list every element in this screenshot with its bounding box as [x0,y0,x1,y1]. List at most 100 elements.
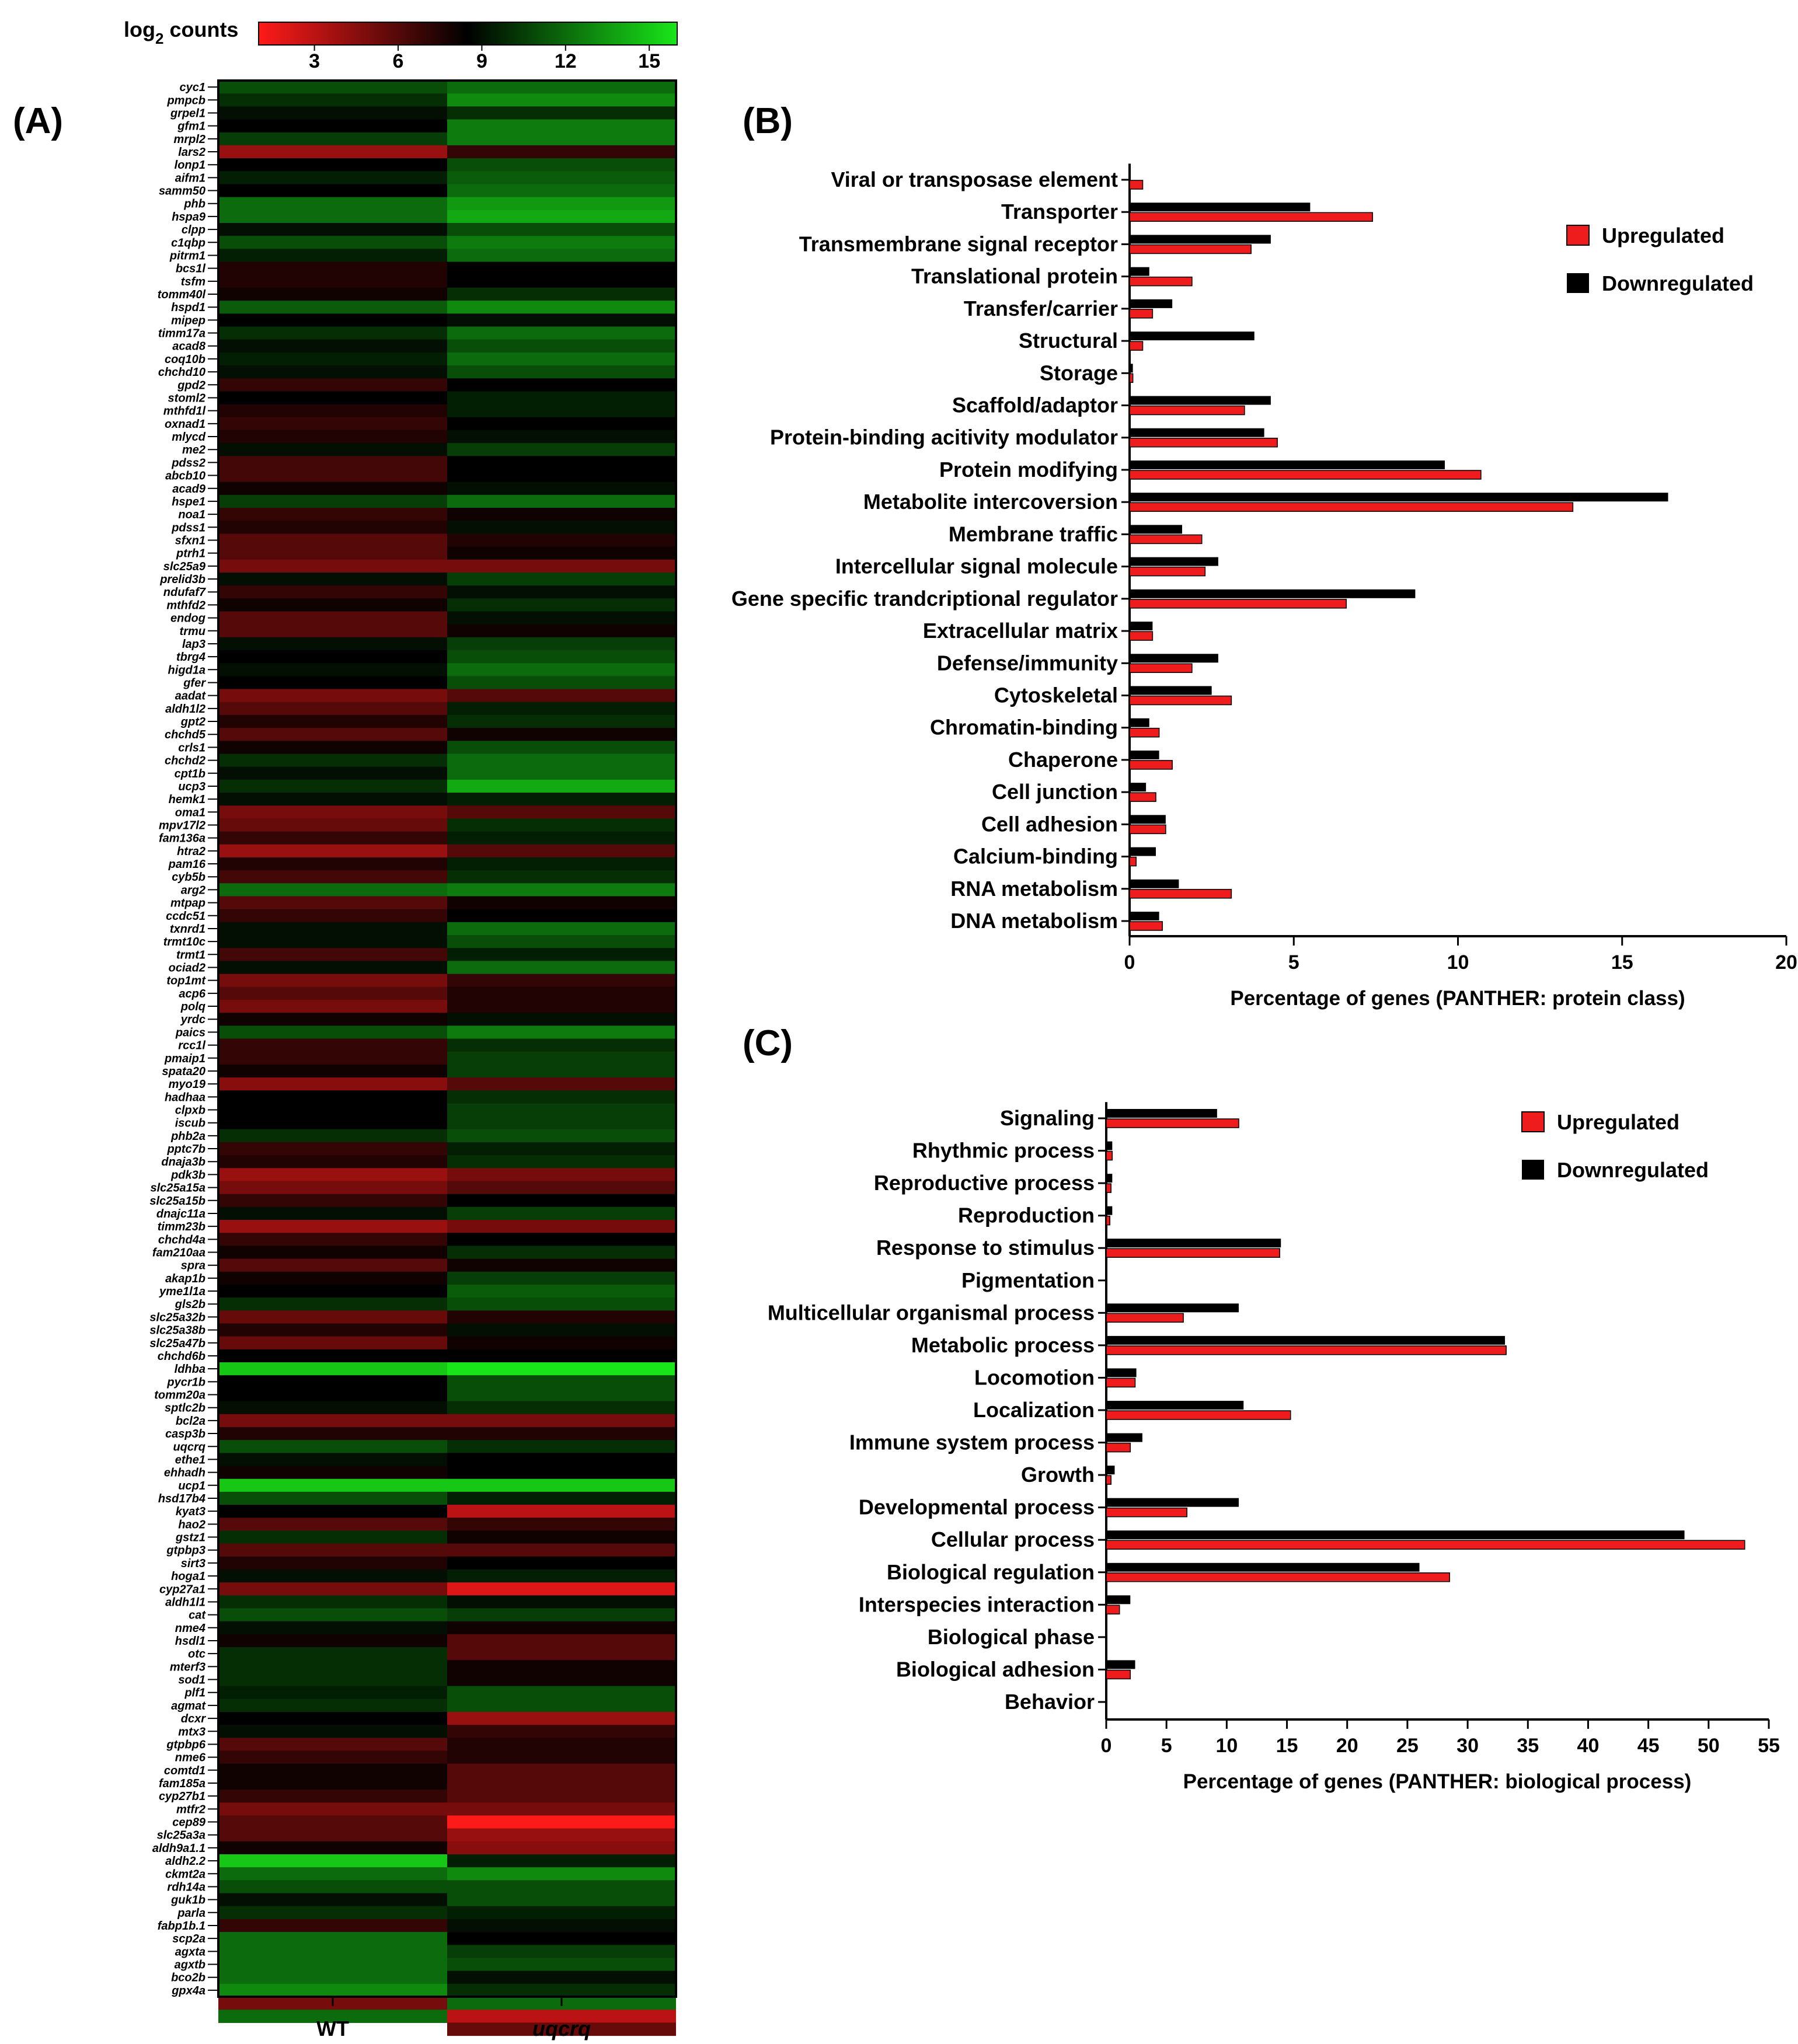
gene-label: fam210aa [152,1247,205,1260]
gene-label: fabp1b.1 [158,1920,205,1933]
gene-label: chchd4a [158,1233,205,1246]
heatmap-cell [447,1983,676,1997]
heatmap-cell [447,1595,676,1609]
gene-label: mtpap [170,897,205,910]
category-label: Membrane traffic [949,522,1118,546]
gene-label: acp6 [179,988,205,1000]
heatmap-cell [447,1802,676,1816]
gene-label: rcc1l [178,1040,205,1052]
heatmap-cell [447,119,676,133]
heatmap-cell [218,1698,447,1712]
bar-upregulated [1106,1150,1113,1161]
gene-label: aldh1l1 [165,1596,205,1609]
heatmap-cell [218,1478,447,1492]
heatmap-cell [218,1168,447,1182]
heatmap-cell [218,637,447,651]
gene-label: ociad2 [169,962,205,975]
heatmap-cell [447,1530,676,1544]
bar-downregulated [1106,1303,1239,1313]
gene-label: tbrg4 [176,651,205,664]
gene-label: cyc1 [180,81,206,94]
heatmap-cell [447,1168,676,1182]
heatmap-cell [447,728,676,741]
heatmap-cell [218,754,447,768]
bar-upregulated [1129,405,1245,416]
colorbar-label-main: log [124,18,155,41]
gene-label: cyb5b [172,871,205,884]
category-label: Protein modifying [939,458,1118,482]
gene-label: fam136a [159,832,205,845]
category-label: Cellular process [931,1527,1095,1551]
gene-label: samm50 [159,185,205,198]
category-label: DNA metabolism [950,909,1118,933]
bar-upregulated [1129,276,1193,287]
colorbar-tick-label: 3 [309,50,320,72]
heatmap-cell [218,1634,447,1648]
legend-label-upregulated: Upregulated [1557,1110,1679,1134]
heatmap-cell [218,1349,447,1363]
gene-label: acad9 [172,483,206,496]
heatmap-cell [447,249,676,263]
heatmap-cell [218,1258,447,1272]
heatmap-cell [447,805,676,819]
heatmap-cell [218,1880,447,1894]
heatmap-panel-a: cyc1pmpcbgrpel1gfm1mrpl2lars2lonp1aifm1s… [149,79,677,2040]
bar-upregulated [1129,824,1166,835]
heatmap-cell [218,1983,447,1997]
bar-upregulated [1129,502,1574,512]
bar-upregulated [1106,1345,1507,1355]
heatmap-cell [218,805,447,819]
heatmap-cell [218,1336,447,1350]
heatmap-cell [218,1284,447,1298]
category-label: Rhythmic process [912,1139,1095,1163]
heatmap-cell [447,689,676,703]
gene-label: aadat [175,690,207,703]
colorbar-tick-label: 12 [555,50,577,72]
gene-label: oma1 [175,806,205,819]
heatmap-cell [447,1297,676,1311]
heatmap-cell [218,844,447,858]
heatmap-cell [447,1880,676,1894]
heatmap-cell [447,404,676,418]
gene-label: chchd10 [158,366,205,379]
gene-label: timm23b [158,1220,205,1233]
heatmap-cell [447,1919,676,1933]
heatmap-cell [447,313,676,327]
heatmap-cell [447,948,676,961]
heatmap-cell [447,611,676,625]
heatmap-cell [218,1491,447,1505]
gene-label: mtfr2 [176,1803,205,1816]
legend-label-downregulated: Downregulated [1557,1158,1709,1182]
heatmap-cell [218,1673,447,1687]
bar-upregulated [1129,373,1134,383]
heatmap-cell [447,1841,676,1855]
heatmap-cell [447,1064,676,1078]
heatmap-cell [447,1790,676,1803]
gene-label: agxta [175,1945,205,1958]
category-label: Protein-binding acitivity modulator [770,425,1118,449]
heatmap-cell [218,378,447,392]
heatmap-cell [447,922,676,936]
heatmap-cell [447,326,676,340]
heatmap-cell [447,1750,676,1764]
heatmap-cell [218,1828,447,1842]
category-label: Transmembrane signal receptor [799,232,1118,256]
heatmap-cell [218,197,447,211]
heatmap-cell [447,1375,676,1389]
bar-upregulated [1129,534,1203,545]
gene-label: pitrm1 [169,249,205,262]
heatmap-cell [218,301,447,314]
gene-label: agmat [171,1700,206,1712]
heatmap-cell [447,1051,676,1065]
heatmap-cell [447,145,676,159]
bar-chart-panel-b: Viral or transposase element Transporter T… [731,163,1797,1010]
heatmap-cell [218,171,447,185]
gene-label: mtx3 [178,1725,205,1738]
gene-label: pycr1b [166,1376,205,1389]
gene-label: casp3b [165,1428,205,1440]
x-tick-label: 0 [1124,951,1135,974]
gene-label: polq [180,1000,205,1013]
gene-label: mthfd2 [166,599,205,612]
heatmap-cell [218,818,447,832]
heatmap-cell [447,793,676,806]
